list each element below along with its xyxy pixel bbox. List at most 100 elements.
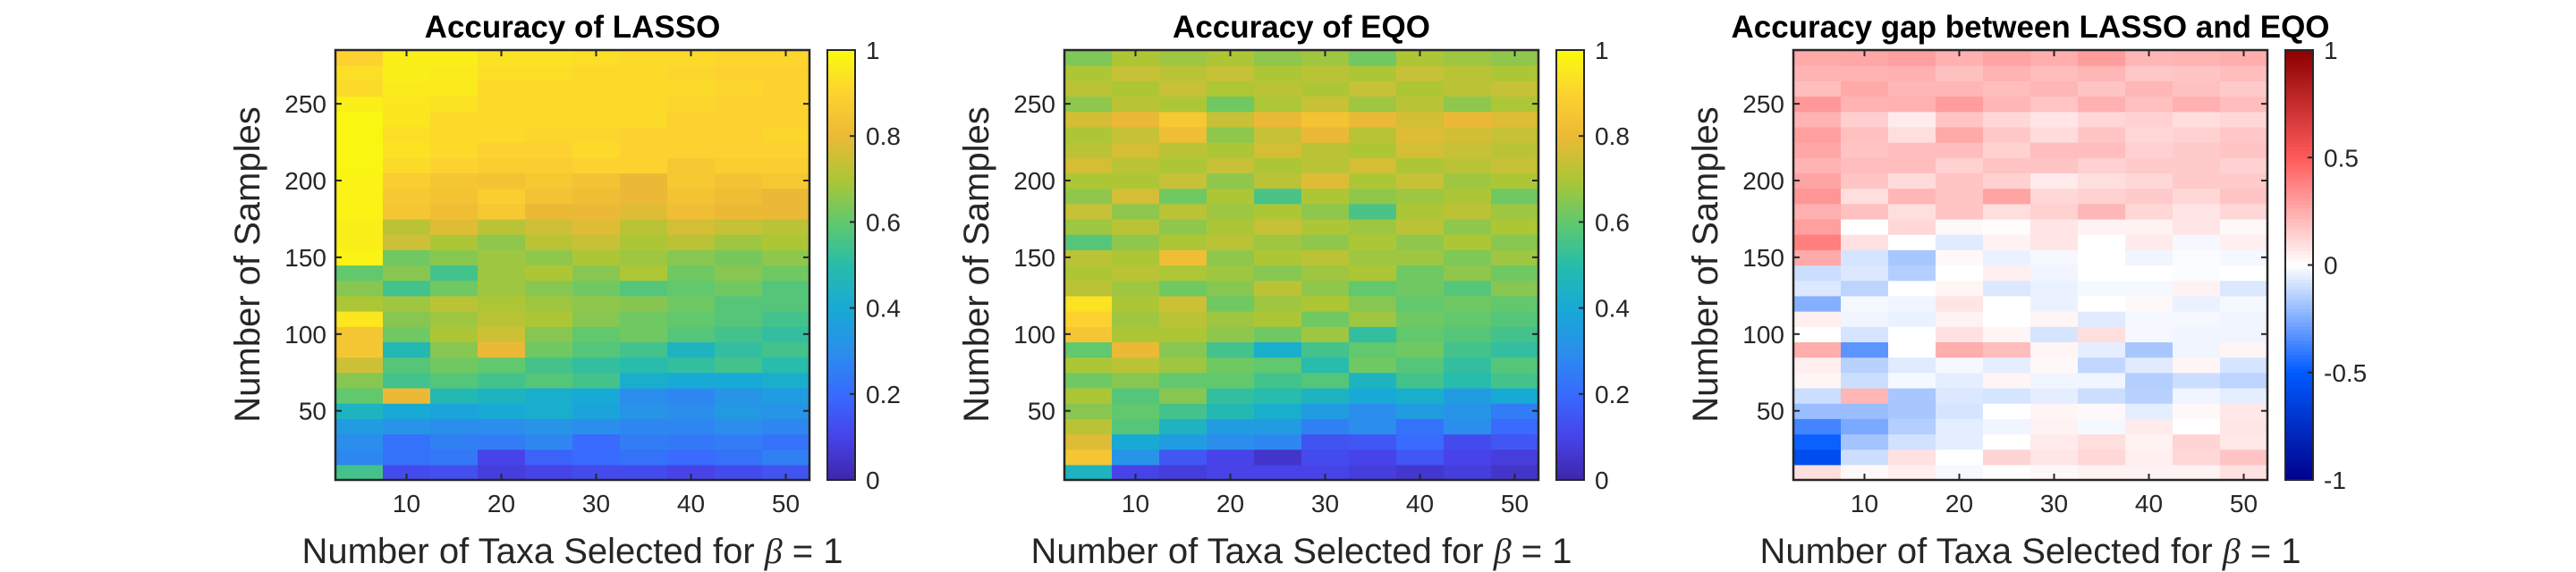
heatmap-cell	[1888, 341, 1936, 358]
heatmap-cell	[1254, 341, 1302, 358]
heatmap-cell	[1983, 265, 2031, 282]
heatmap-cell	[667, 172, 716, 189]
colorbar-segment	[827, 383, 855, 388]
heatmap-cell	[1793, 403, 1842, 419]
colorbar-segment	[2285, 225, 2313, 231]
colorbar-segment	[2285, 329, 2313, 334]
heatmap-cell	[715, 418, 763, 435]
heatmap-cell	[1301, 326, 1350, 342]
heatmap-cell	[1841, 249, 1889, 266]
heatmap-cell	[1491, 265, 1539, 282]
heatmap-cell	[383, 295, 431, 312]
colorbar-segment	[1556, 57, 1584, 62]
heatmap-cell	[1396, 126, 1445, 143]
colorbar-segment	[2285, 154, 2313, 158]
heatmap-cell	[1301, 357, 1350, 374]
heatmap-cell	[2220, 249, 2268, 266]
colorbar-segment	[1556, 386, 1584, 391]
heatmap-cell	[1841, 157, 1889, 174]
colorbar-segment	[1556, 415, 1584, 420]
heatmap-cell	[2125, 218, 2174, 235]
colorbar-segment	[2285, 193, 2313, 198]
heatmap-cell	[620, 403, 668, 419]
colorbar-segment	[827, 68, 855, 72]
colorbar-segment	[827, 468, 855, 474]
colorbar-segment	[827, 315, 855, 320]
heatmap-cell	[2030, 265, 2079, 282]
heatmap-cell	[1983, 188, 2031, 205]
heatmap-cell	[620, 96, 668, 113]
heatmap-cell	[1888, 157, 1936, 174]
heatmap-cell	[1444, 50, 1492, 66]
colorbar-segment	[1556, 143, 1584, 147]
heatmap-cell	[1349, 357, 1397, 374]
heatmap-cell	[1349, 65, 1397, 81]
colorbar-segment	[1556, 225, 1584, 231]
heatmap-cell	[478, 449, 526, 466]
heatmap-cell	[1349, 295, 1397, 312]
heatmap-cell	[1349, 172, 1397, 189]
heatmap-cell	[1349, 126, 1397, 143]
colorbar: -1 -0.5 0 0.5 1	[2284, 37, 2367, 494]
colorbar-segment	[2285, 347, 2313, 352]
colorbar-segment	[827, 408, 855, 413]
heatmap-cell	[1064, 50, 1113, 66]
heatmap-cell	[1112, 188, 1160, 205]
colorbar-segment	[2285, 82, 2313, 87]
y-axis-label: Number of Samples	[228, 106, 267, 422]
heatmap-cell	[667, 449, 716, 466]
heatmap-cell	[1841, 357, 1889, 374]
y-tick-label: 100	[284, 321, 326, 349]
colorbar-tick-label: 0.6	[1595, 208, 1630, 236]
heatmap-cell	[478, 265, 526, 282]
heatmap-cell	[1064, 464, 1113, 481]
heatmap-cell	[762, 234, 810, 250]
colorbar-segment	[2285, 100, 2313, 105]
colorbar-segment	[1556, 50, 1584, 55]
heatmap-cell	[478, 218, 526, 235]
heatmap-cell	[2125, 449, 2174, 466]
heatmap-cell	[525, 265, 573, 282]
colorbar-segment	[1556, 122, 1584, 126]
colorbar-segment	[2285, 64, 2313, 69]
colorbar-segment	[1556, 408, 1584, 413]
heatmap-cell	[667, 464, 716, 481]
heatmap-cell	[1159, 280, 1208, 297]
heatmap-cell	[762, 265, 810, 282]
heatmap-cell	[2078, 357, 2126, 374]
heatmap-cell	[383, 387, 431, 404]
colorbar-segment	[2285, 440, 2313, 445]
heatmap-cell	[1936, 341, 1984, 358]
colorbar-segment	[1556, 411, 1584, 416]
colorbar-segment	[1556, 250, 1584, 256]
heatmap-cell	[1444, 80, 1492, 97]
heatmap-cell	[1983, 142, 2031, 158]
heatmap-cell	[2078, 218, 2126, 235]
heatmap-cell	[2220, 265, 2268, 282]
heatmap-cell	[1444, 157, 1492, 174]
heatmap-cell	[383, 403, 431, 419]
colorbar-segment	[2285, 75, 2313, 80]
heatmap-cell	[1349, 265, 1397, 282]
heatmap-cell	[2030, 203, 2079, 220]
colorbar-segment	[1556, 236, 1584, 241]
heatmap-cell	[572, 295, 621, 312]
colorbar-segment	[1556, 286, 1584, 291]
colorbar-segment	[2285, 425, 2313, 431]
heatmap-cell	[715, 50, 763, 66]
heatmap-cell	[430, 234, 479, 250]
heatmap-cell	[1793, 449, 1842, 466]
heatmap-cell	[1349, 311, 1397, 327]
heatmap-cell	[1064, 188, 1113, 205]
colorbar-segment	[2285, 415, 2313, 420]
heatmap-cell	[572, 326, 621, 342]
heatmap-cell	[2030, 387, 2079, 404]
heatmap-cell	[620, 311, 668, 327]
heatmap-cell	[383, 433, 431, 450]
colorbar-segment	[1556, 107, 1584, 112]
heatmap-cell	[1207, 188, 1255, 205]
colorbar-segment	[2285, 443, 2313, 449]
colorbar-segment	[1556, 240, 1584, 245]
heatmap-cell	[762, 80, 810, 97]
heatmap-cell	[1983, 311, 2031, 327]
